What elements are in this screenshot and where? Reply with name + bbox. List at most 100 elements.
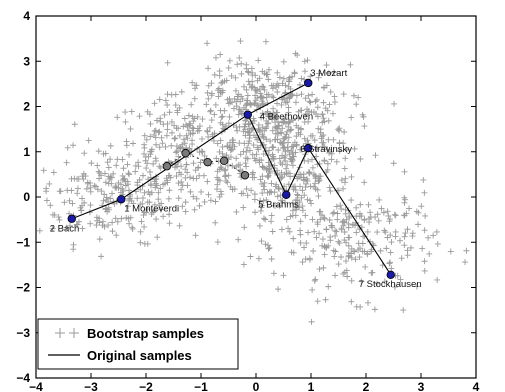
bootstrap-sample-marker xyxy=(341,229,348,235)
bootstrap-sample-marker xyxy=(283,131,290,138)
bootstrap-sample-marker xyxy=(238,60,245,67)
bootstrap-sample-marker xyxy=(264,189,271,196)
bootstrap-sample-marker xyxy=(298,107,305,114)
bootstrap-sample-marker xyxy=(348,298,355,305)
bootstrap-sample-marker xyxy=(321,251,328,258)
bootstrap-sample-marker xyxy=(229,162,236,169)
bootstrap-sample-marker xyxy=(141,189,148,196)
legend-box xyxy=(37,318,239,370)
bootstrap-sample-marker xyxy=(307,99,314,106)
bootstrap-sample-marker xyxy=(103,194,110,201)
bootstrap-sample-marker xyxy=(226,57,233,64)
bootstrap-sample-marker xyxy=(126,171,133,178)
bootstrap-sample-marker xyxy=(400,307,407,314)
bootstrap-sample-marker xyxy=(301,244,308,251)
bootstrap-sample-marker xyxy=(332,227,339,234)
bootstrap-sample-marker xyxy=(243,61,250,68)
bootstrap-sample-marker xyxy=(164,91,171,98)
bootstrap-sample-marker xyxy=(265,245,272,252)
bootstrap-sample-marker xyxy=(309,216,316,223)
bootstrap-sample-marker xyxy=(335,261,342,268)
bootstrap-sample-marker xyxy=(307,183,314,190)
bootstrap-sample-marker xyxy=(315,74,322,81)
bootstrap-sample-marker xyxy=(259,173,266,180)
bootstrap-sample-marker xyxy=(404,247,411,254)
bootstrap-sample-marker xyxy=(140,212,147,219)
bootstrap-sample-marker xyxy=(160,213,167,220)
y-tick-label: −3 xyxy=(16,326,30,340)
bootstrap-sample-marker xyxy=(204,127,211,134)
bootstrap-samples-layer xyxy=(36,38,470,325)
bootstrap-sample-marker xyxy=(309,91,316,98)
bootstrap-sample-marker xyxy=(406,205,413,212)
bootstrap-sample-marker xyxy=(117,189,124,196)
bootstrap-sample-marker xyxy=(255,255,262,262)
bootstrap-sample-marker xyxy=(121,176,128,183)
bootstrap-sample-marker xyxy=(158,134,165,141)
bootstrap-sample-marker xyxy=(165,172,172,179)
bootstrap-sample-marker xyxy=(47,202,54,209)
bootstrap-sample-marker xyxy=(87,188,94,195)
bootstrap-sample-marker xyxy=(176,222,183,229)
bootstrap-sample-marker xyxy=(174,148,181,155)
bootstrap-sample-marker xyxy=(391,100,398,107)
bootstrap-sample-marker xyxy=(348,254,355,261)
bootstrap-sample-marker xyxy=(260,151,267,158)
bootstrap-sample-marker xyxy=(302,212,309,219)
bootstrap-sample-marker xyxy=(184,169,191,176)
bootstrap-sample-marker xyxy=(190,193,197,200)
bootstrap-sample-marker xyxy=(184,182,191,189)
intermediate-point xyxy=(181,148,190,158)
bootstrap-sample-marker xyxy=(43,197,50,204)
bootstrap-sample-marker xyxy=(153,216,160,223)
bootstrap-sample-marker xyxy=(244,92,251,99)
bootstrap-sample-marker xyxy=(108,180,115,187)
bootstrap-sample-marker xyxy=(168,91,175,98)
bootstrap-sample-marker xyxy=(293,141,300,148)
bootstrap-sample-marker xyxy=(204,40,211,47)
bootstrap-sample-marker xyxy=(278,169,285,176)
bootstrap-sample-marker xyxy=(289,157,296,164)
bootstrap-sample-marker xyxy=(463,247,470,254)
bootstrap-sample-marker xyxy=(102,179,109,186)
bootstrap-sample-marker xyxy=(358,278,365,285)
bootstrap-sample-marker xyxy=(361,123,368,130)
bootstrap-sample-marker xyxy=(105,164,112,171)
bootstrap-sample-marker xyxy=(234,61,241,68)
bootstrap-sample-marker xyxy=(63,224,70,231)
bootstrap-sample-marker xyxy=(301,58,308,65)
bootstrap-sample-marker xyxy=(213,186,220,193)
bootstrap-sample-marker xyxy=(430,232,437,239)
bootstrap-sample-marker xyxy=(178,178,185,185)
bootstrap-sample-marker xyxy=(270,156,277,163)
bootstrap-sample-marker xyxy=(282,134,289,141)
bootstrap-sample-marker xyxy=(264,120,271,127)
bootstrap-sample-marker xyxy=(134,195,141,202)
bootstrap-sample-marker xyxy=(340,185,347,192)
bootstrap-sample-marker xyxy=(313,234,320,241)
bootstrap-sample-marker xyxy=(267,111,274,118)
bootstrap-sample-marker xyxy=(251,155,258,162)
bootstrap-sample-marker xyxy=(350,92,357,99)
bootstrap-sample-marker xyxy=(433,228,440,235)
bootstrap-sample-marker xyxy=(278,226,285,233)
bootstrap-sample-marker xyxy=(270,270,277,277)
bootstrap-sample-marker xyxy=(313,110,320,117)
bootstrap-sample-marker xyxy=(165,195,172,202)
bootstrap-sample-marker xyxy=(140,172,147,179)
bootstrap-sample-marker xyxy=(348,173,355,180)
bootstrap-sample-marker xyxy=(222,172,229,179)
bootstrap-sample-marker xyxy=(434,240,441,247)
bootstrap-sample-marker xyxy=(401,212,408,219)
bootstrap-sample-marker xyxy=(109,219,116,226)
intermediate-point xyxy=(203,157,212,167)
bootstrap-sample-marker xyxy=(203,101,210,108)
bootstrap-sample-marker xyxy=(79,225,86,232)
legend: Bootstrap samples Original samples xyxy=(37,318,239,370)
bootstrap-sample-marker xyxy=(296,183,303,190)
bootstrap-sample-marker xyxy=(123,214,130,221)
bootstrap-sample-marker xyxy=(193,175,200,182)
bootstrap-sample-marker xyxy=(104,159,111,166)
bootstrap-sample-marker xyxy=(201,152,208,159)
bootstrap-sample-marker xyxy=(313,96,320,103)
